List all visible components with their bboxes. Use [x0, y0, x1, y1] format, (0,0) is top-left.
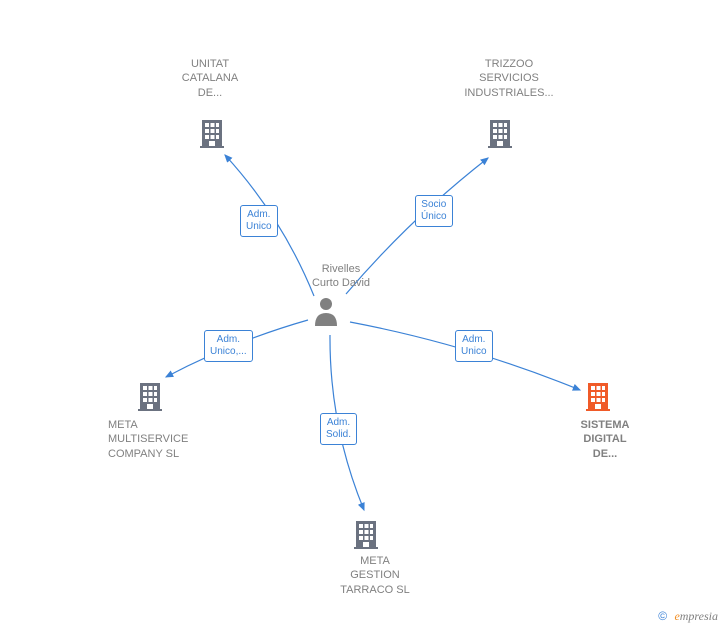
edge-label-meta_multi: Adm. Unico,... [204, 330, 253, 362]
edge-label-unitat: Adm. Unico [240, 205, 278, 237]
node-label-unitat: UNITAT CATALANA DE... [170, 57, 250, 100]
edge-label-meta_gestion: Adm. Solid. [320, 413, 357, 445]
node-label-meta_multi: META MULTISERVICE COMPANY SL [108, 418, 208, 461]
footer-watermark: © empresia [658, 609, 718, 624]
center-node-label: Rivelles Curto David [301, 262, 381, 291]
edge-label-trizzoo: Socio Único [415, 195, 453, 227]
center-person-icon [312, 296, 340, 331]
edge-label-sistema: Adm. Unico [455, 330, 493, 362]
brand-rest: mpresia [680, 609, 718, 623]
node-label-sistema: SISTEMA DIGITAL DE... [570, 418, 640, 461]
building-icon [582, 379, 614, 416]
node-label-trizzoo: TRIZZOO SERVICIOS INDUSTRIALES... [455, 57, 563, 100]
node-label-meta_gestion: META GESTION TARRACO SL [330, 554, 420, 597]
building-icon [196, 116, 228, 153]
building-icon [350, 517, 382, 554]
building-icon [484, 116, 516, 153]
building-icon [134, 379, 166, 416]
copyright-symbol: © [658, 609, 667, 623]
